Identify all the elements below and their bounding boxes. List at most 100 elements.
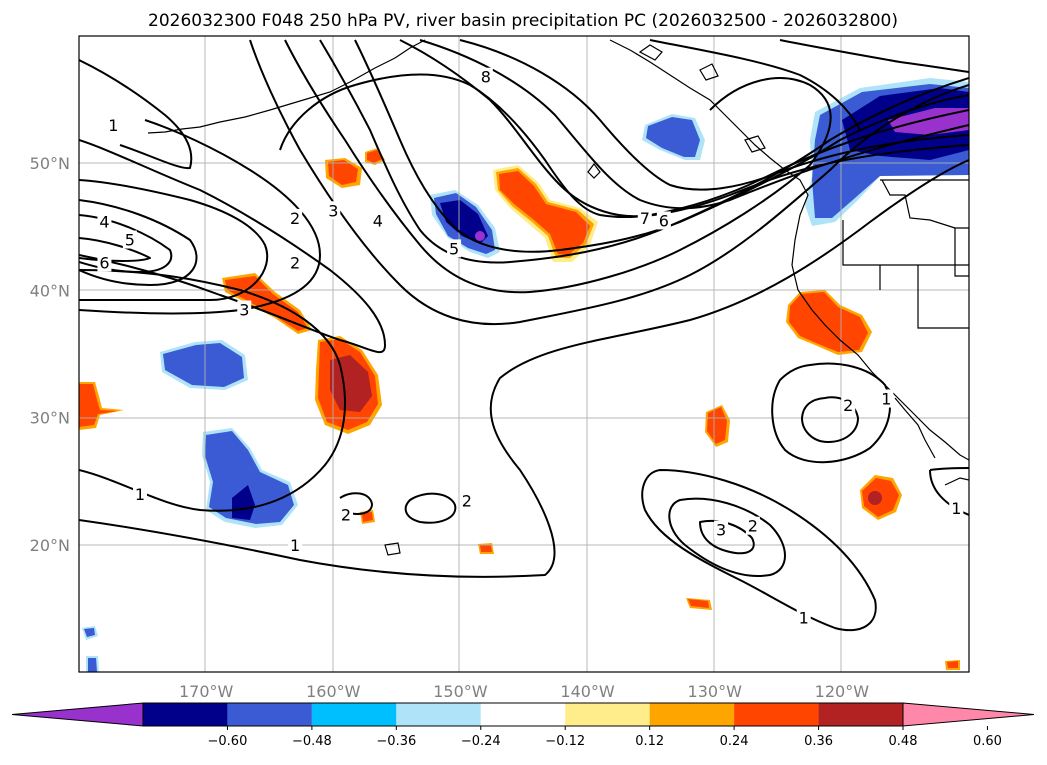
pv-contour-label: 2 bbox=[748, 517, 758, 536]
pv-label-bg bbox=[133, 484, 148, 503]
pv-contour bbox=[699, 519, 755, 555]
pv-label-bg bbox=[879, 389, 894, 408]
colorbar-extend-high bbox=[902, 702, 1035, 727]
pv-label-bg bbox=[714, 520, 729, 539]
pv-contour-label: 4 bbox=[373, 211, 383, 230]
pv-label-bg bbox=[97, 212, 112, 231]
colorbar-box bbox=[143, 703, 228, 726]
pv-contour bbox=[279, 73, 969, 218]
pv-contour bbox=[641, 469, 877, 632]
colorbar-tick-label: 0.36 bbox=[804, 734, 833, 749]
colorbar-tick-label: 0.60 bbox=[973, 734, 1002, 749]
pv-contour bbox=[284, 39, 832, 294]
lon-tick-labels: 170°W 160°W 150°W 140°W 130°W 120°W bbox=[179, 682, 869, 701]
pv-label-bg bbox=[106, 116, 121, 135]
lat-tick-label: 50°N bbox=[30, 154, 70, 173]
pv-contour-label: 5 bbox=[125, 231, 135, 250]
colorbar-box bbox=[227, 703, 312, 726]
pv-contour bbox=[779, 39, 969, 73]
pv-contour-label: 1 bbox=[108, 116, 118, 135]
colorbar-tick-label: −0.60 bbox=[208, 734, 248, 749]
colorbar-box bbox=[396, 703, 481, 726]
pv-contour-label: 2 bbox=[462, 491, 472, 510]
pv-label-bg bbox=[339, 505, 353, 524]
pv-label-bg bbox=[122, 230, 137, 249]
pv-label-bg bbox=[326, 201, 341, 220]
lon-tick-label: 120°W bbox=[815, 682, 870, 701]
map-frame bbox=[78, 35, 970, 673]
pv-contour-label: 3 bbox=[328, 201, 338, 220]
pv-contour bbox=[79, 269, 346, 512]
pv-label-bg bbox=[745, 516, 760, 535]
pv-contour bbox=[79, 59, 193, 170]
pv-contour bbox=[771, 362, 891, 464]
colorbar-box bbox=[818, 703, 903, 726]
lat-tick-label: 40°N bbox=[30, 281, 70, 300]
colorbar-box bbox=[565, 703, 650, 726]
pv-contour-label: 2 bbox=[290, 253, 300, 272]
colorbar-tick-label: 0.12 bbox=[635, 734, 664, 749]
colorbar-boxes bbox=[11, 702, 1035, 727]
precip-shading bbox=[79, 78, 969, 672]
colorbar-box bbox=[480, 703, 566, 726]
pv-label-bg bbox=[841, 395, 856, 414]
colorbar-tick-label: −0.12 bbox=[545, 734, 585, 749]
pv-contour bbox=[459, 39, 969, 191]
colorbar-outline bbox=[142, 702, 904, 727]
pv-label-bg bbox=[459, 491, 474, 510]
pv-contour-label: 2 bbox=[843, 396, 853, 415]
lon-tick-label: 140°W bbox=[560, 682, 615, 701]
pv-contour-label: 6 bbox=[659, 211, 669, 230]
pv-contour bbox=[79, 159, 969, 578]
pv-contour-label: 1 bbox=[290, 536, 300, 555]
pv-label-bg bbox=[478, 67, 493, 86]
coastlines bbox=[147, 39, 969, 556]
lat-tick-label: 30°N bbox=[30, 409, 70, 428]
pv-contour-label: 1 bbox=[881, 390, 891, 409]
lon-tick-label: 170°W bbox=[179, 682, 234, 701]
colorbar-box bbox=[649, 703, 735, 726]
pv-contour-label: 4 bbox=[99, 213, 109, 232]
pv-contour bbox=[79, 139, 386, 354]
pv-label-bg bbox=[237, 300, 252, 319]
colorbar-box bbox=[734, 703, 819, 726]
pv-label-bg bbox=[796, 608, 811, 627]
pv-contour bbox=[668, 497, 786, 577]
pv-contour-label: 1 bbox=[799, 608, 809, 627]
pv-label-bg bbox=[288, 253, 303, 272]
colorbar-extend-low bbox=[11, 702, 144, 727]
pv-contour bbox=[79, 119, 321, 315]
pv-contour-label: 3 bbox=[716, 521, 726, 540]
pv-contour-label: 7 bbox=[640, 209, 650, 228]
pv-contour bbox=[419, 39, 969, 210]
pv-label-bg bbox=[97, 253, 112, 272]
colorbar-ticks: −0.60 −0.48 −0.36 −0.24 −0.12 0.12 0.24 0.36 0.4… bbox=[208, 726, 1002, 749]
lon-tick-label: 160°W bbox=[306, 682, 361, 701]
pv-label-bg bbox=[288, 208, 303, 227]
pv-contour bbox=[354, 39, 969, 253]
pv-contour-label: 8 bbox=[481, 68, 491, 87]
pv-contour-label: 6 bbox=[99, 253, 109, 272]
pv-contour-label: 1 bbox=[135, 485, 145, 504]
colorbar: −0.60 −0.48 −0.36 −0.24 −0.12 0.12 0.24 0.36 0.4… bbox=[11, 702, 1035, 749]
colorbar-tick-label: 0.24 bbox=[720, 734, 749, 749]
pv-contour-label: 1 bbox=[951, 499, 961, 518]
lon-tick-label: 130°W bbox=[688, 682, 743, 701]
lat-tick-label: 20°N bbox=[30, 536, 70, 555]
lon-tick-label: 150°W bbox=[433, 682, 488, 701]
pv-contour bbox=[339, 492, 373, 515]
pv-contour bbox=[249, 39, 969, 326]
pv-label-bg bbox=[447, 239, 462, 258]
pv-label-bg bbox=[288, 535, 303, 554]
colorbar-tick-label: −0.48 bbox=[292, 734, 332, 749]
colorbar-box bbox=[311, 703, 397, 726]
pv-label-bg bbox=[637, 208, 652, 227]
pv-contour-label: 3 bbox=[239, 300, 249, 319]
pv-contour bbox=[79, 179, 269, 302]
pv-contour bbox=[649, 39, 861, 131]
pv-contour bbox=[319, 39, 969, 264]
pv-contour-label: 5 bbox=[449, 239, 459, 258]
